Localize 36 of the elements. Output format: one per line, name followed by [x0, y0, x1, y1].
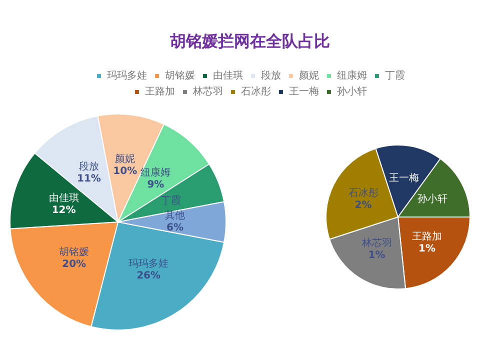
slice-label: 丁霞 [160, 194, 181, 207]
slice-label: 由佳琪 [48, 192, 79, 204]
data-label: 2% [354, 200, 372, 211]
data-label: 1% [368, 250, 386, 262]
legend-label: 纽康姆 [337, 70, 367, 82]
slice-label: 纽康姆 [140, 166, 171, 179]
data-label: 9% [147, 180, 164, 191]
slice-label: 王一梅 [389, 172, 420, 184]
slice-label: 颜妮 [115, 152, 136, 165]
slice-label: 玛玛多娃 [128, 258, 169, 270]
data-label: 1% [418, 244, 436, 255]
legend-label: 林芯羽 [192, 86, 223, 98]
slice-label: 段放 [78, 160, 99, 172]
slice-label: 孙小轩 [418, 192, 448, 205]
legend-label: 王路加 [145, 86, 175, 98]
legend-label: 丁霞 [385, 70, 405, 82]
slice-label: 其他 [165, 210, 185, 222]
legend-label: 孙小轩 [337, 86, 367, 98]
data-label: 6% [166, 222, 184, 234]
legend-label: 颜妮 [299, 70, 319, 82]
legend-label: 由佳琪 [213, 70, 243, 82]
data-label: 11% [77, 173, 101, 184]
data-label: 20% [62, 258, 86, 270]
slice-label: 石冰彤 [348, 186, 378, 199]
slice-label: 林芯羽 [360, 237, 392, 250]
legend-label: 王一梅 [289, 86, 319, 98]
data-label: 12% [52, 204, 76, 216]
slice-label: 胡铭媛 [59, 246, 90, 258]
legend-label: 段放 [261, 70, 281, 82]
legend-label: 玛玛多娃 [107, 70, 147, 82]
legend-label: 胡铭媛 [165, 70, 195, 82]
data-label: 26% [136, 270, 161, 282]
legend-label: 石冰彤 [241, 86, 271, 98]
slice-label: 王路加 [412, 230, 442, 243]
data-label: 10% [113, 166, 138, 177]
chart-title: 胡铭媛拦网在全队占比 [169, 32, 330, 50]
